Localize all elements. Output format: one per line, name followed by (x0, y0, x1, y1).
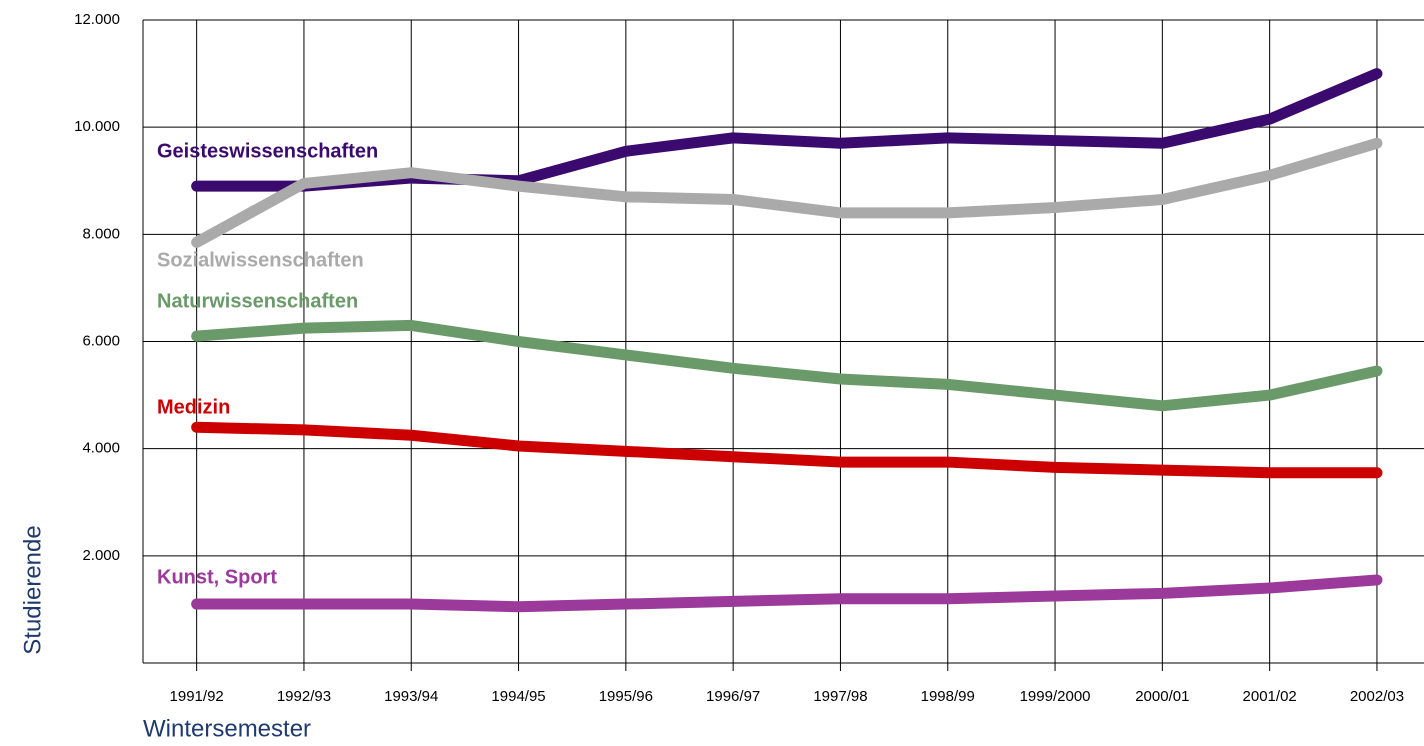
y-tick-label: 10.000 (74, 118, 120, 135)
x-tick-label: 1998/99 (921, 688, 975, 705)
series-label: Geisteswissenschaften (157, 140, 378, 162)
x-tick-label: 2002/03 (1350, 688, 1404, 705)
x-tick-label: 1997/98 (813, 688, 867, 705)
x-tick-label: 1994/95 (491, 688, 545, 705)
y-axis-label: Studierende (19, 525, 46, 654)
series-line (191, 137, 1383, 248)
x-tick-label: 1996/97 (706, 688, 760, 705)
series-line (191, 421, 1383, 479)
x-tick-label: 1993/94 (384, 688, 438, 705)
x-tick-label: 1991/92 (170, 688, 224, 705)
x-axis-label: Wintersemester (143, 715, 311, 742)
y-tick-label: 4.000 (82, 440, 120, 457)
series-label: Naturwissenschaften (157, 290, 358, 312)
series-line (191, 68, 1383, 192)
y-tick-label: 12.000 (74, 11, 120, 28)
x-tick-label: 2001/02 (1243, 688, 1297, 705)
x-tick-label: 1995/96 (599, 688, 653, 705)
series-label: Medizin (157, 396, 230, 418)
y-tick-label: 2.000 (82, 547, 120, 564)
x-tick-label: 1999/2000 (1020, 688, 1091, 705)
y-tick-label: 6.000 (82, 332, 120, 349)
x-tick-label: 1992/93 (277, 688, 331, 705)
series-line (191, 574, 1383, 613)
x-tick-label: 2000/01 (1135, 688, 1189, 705)
series-line (191, 319, 1383, 412)
series-label: Kunst, Sport (157, 566, 277, 588)
y-tick-label: 8.000 (82, 225, 120, 242)
series-label: Sozialwissenschaften (157, 249, 364, 271)
